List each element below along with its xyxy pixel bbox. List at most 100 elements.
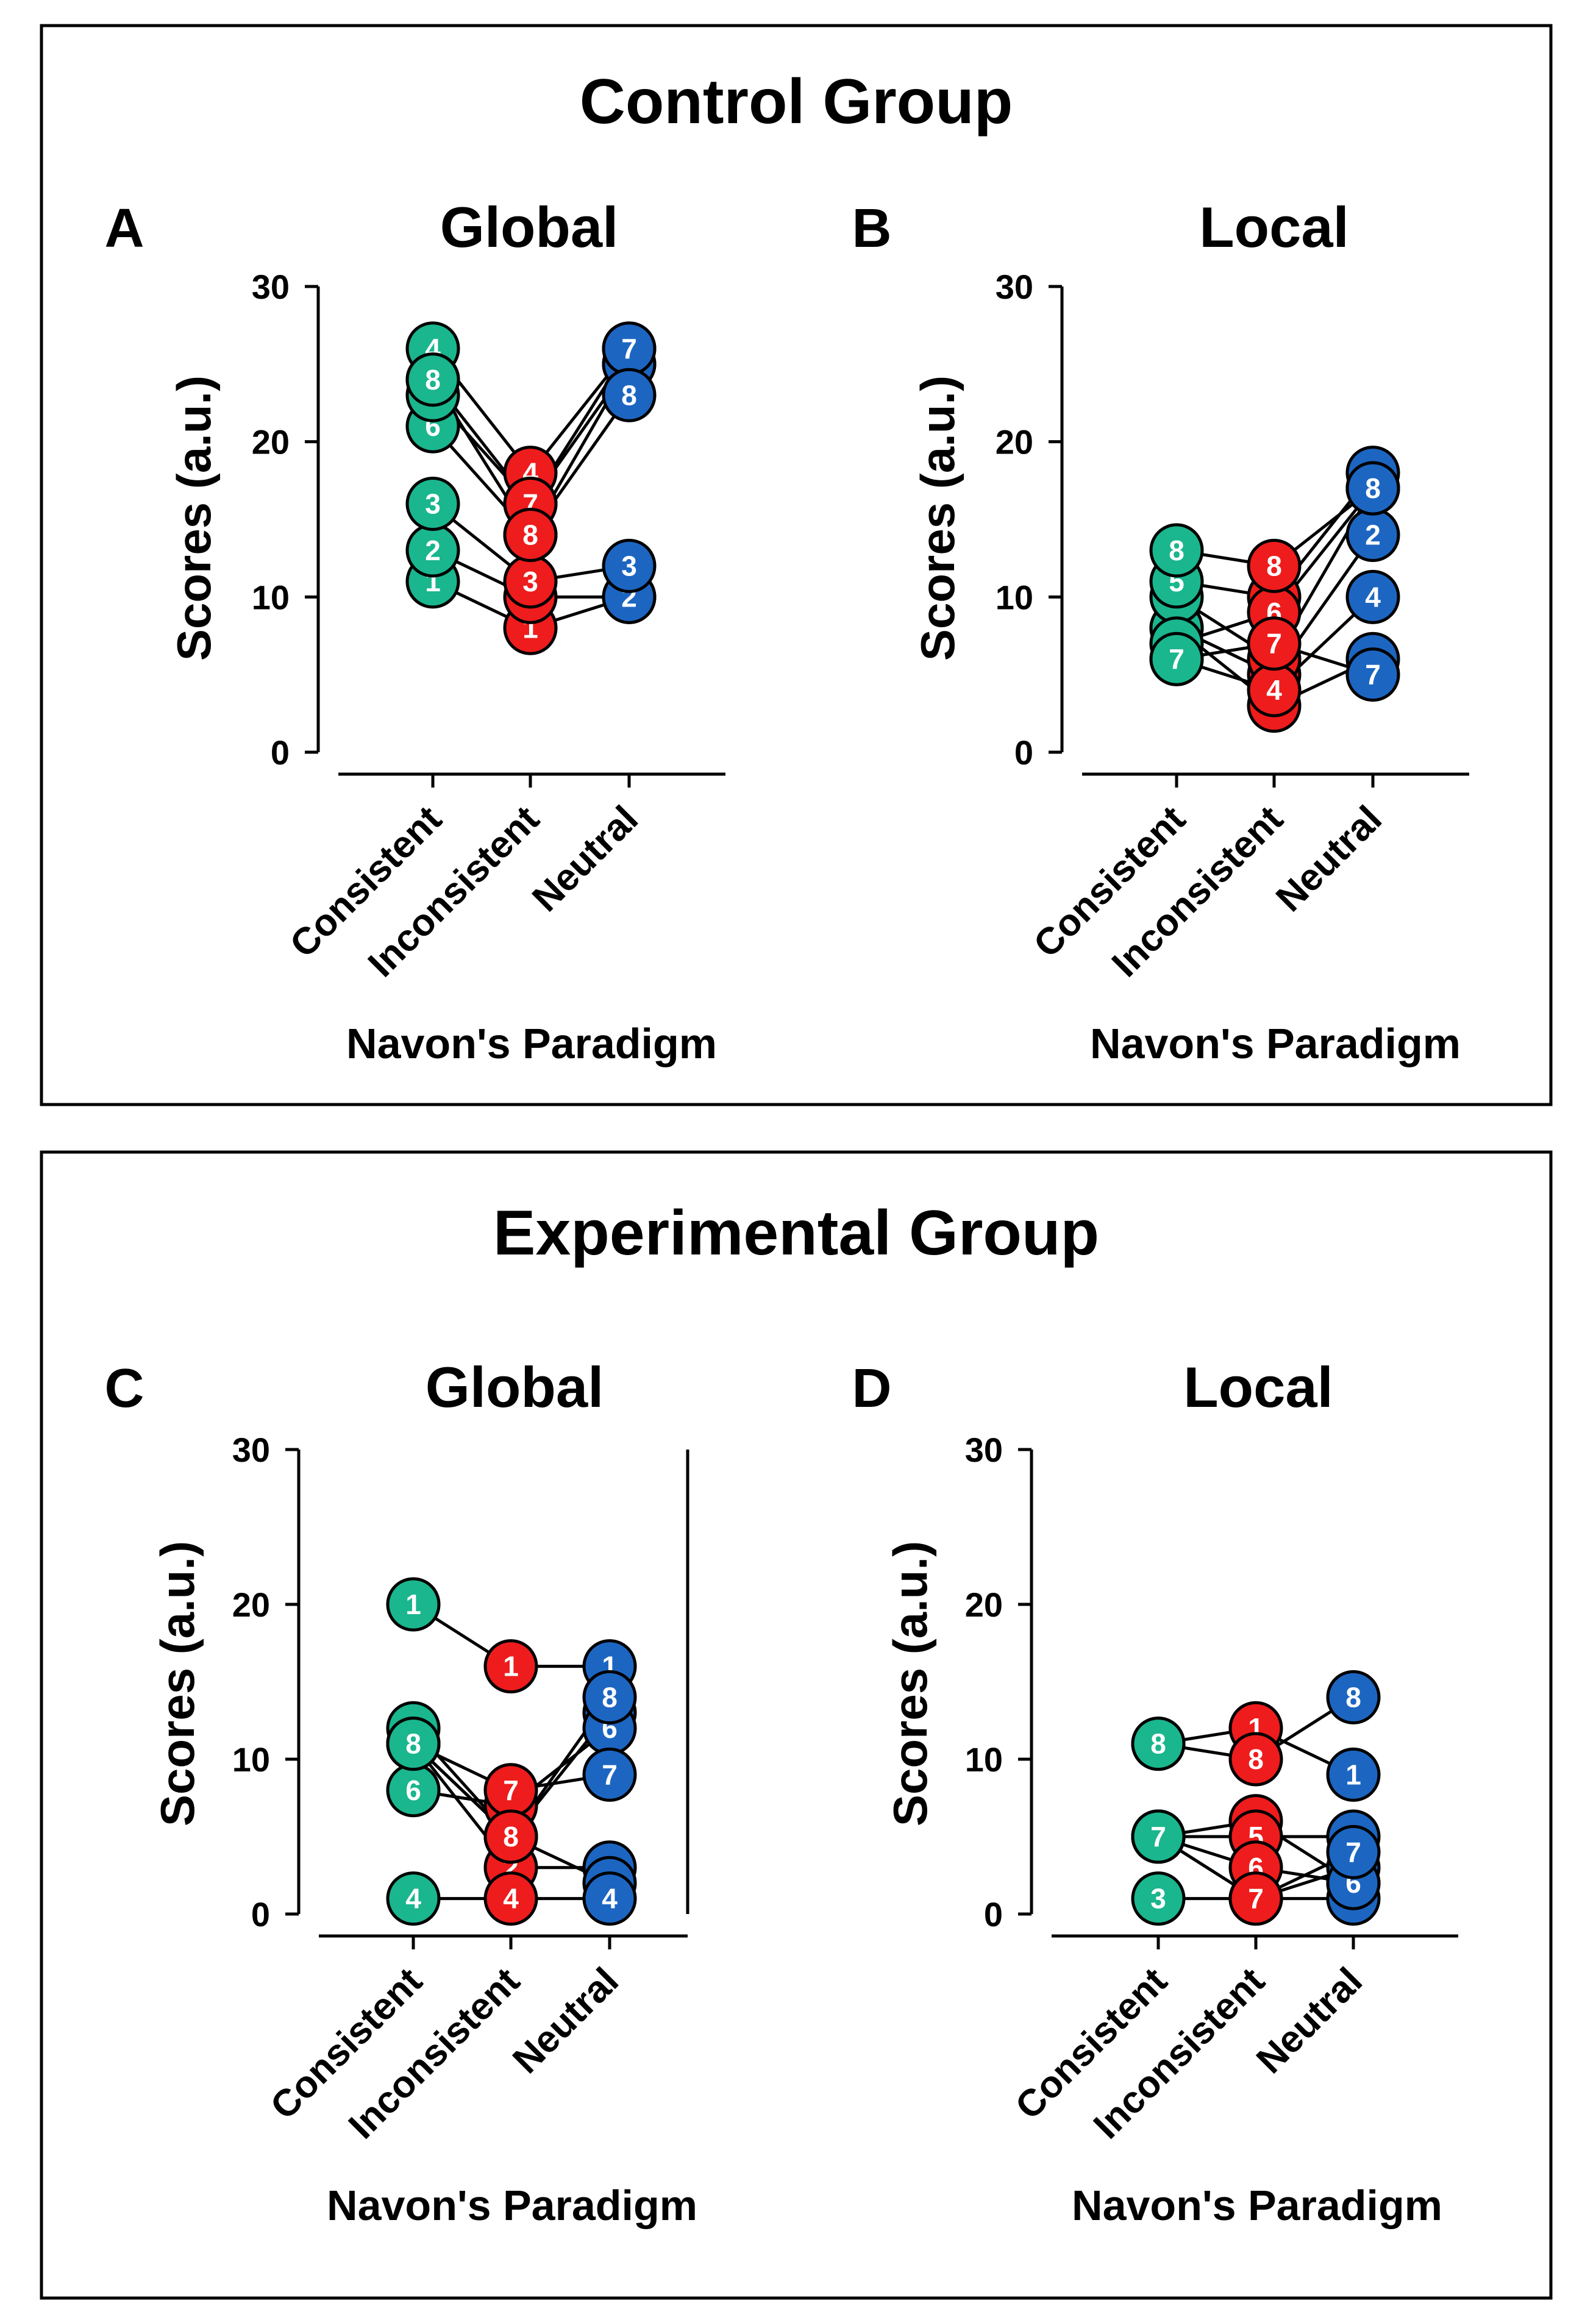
point-label: 1 (503, 1651, 519, 1682)
point-marker (602, 538, 657, 593)
point-marker (582, 1670, 637, 1724)
point-marker (582, 1747, 637, 1802)
control-group-frame (40, 24, 1553, 1106)
point-label: 8 (522, 519, 538, 550)
y-tick-label: 30 (996, 268, 1033, 306)
subject-8-inconsistent-point: 8 (483, 1809, 538, 1864)
data-points: 123456781234567812345678 (386, 1577, 637, 1926)
point-label: 8 (1365, 472, 1381, 504)
data-points: 123456781234567812345678 (1149, 446, 1400, 733)
subject-8-consistent-point: 8 (1149, 523, 1204, 578)
subject-3-neutral-point: 3 (602, 538, 657, 593)
point-label: 7 (1266, 628, 1282, 660)
point-marker (405, 352, 460, 407)
point-label: 8 (1266, 550, 1282, 582)
control-group-title: Control Group (580, 66, 1013, 137)
y-tick-label: 30 (965, 1431, 1003, 1469)
subject-6-consistent-point: 6 (386, 1763, 441, 1818)
subject-8-inconsistent-point: 8 (1247, 538, 1302, 593)
point-marker (483, 1639, 538, 1694)
panel-title: Local (1183, 1355, 1333, 1419)
panel-letter: C (105, 1358, 144, 1419)
point-marker (1326, 1824, 1381, 1879)
point-label: 7 (1365, 659, 1381, 691)
point-label: 8 (1150, 1728, 1166, 1760)
point-marker (602, 368, 657, 422)
panel-letter: B (852, 198, 892, 259)
point-marker (1345, 569, 1400, 624)
subject-8-neutral-point: 8 (1326, 1670, 1381, 1724)
point-label: 8 (425, 364, 441, 396)
point-label: 7 (602, 1759, 618, 1790)
point-label: 3 (522, 566, 538, 597)
point-label: 4 (405, 1883, 421, 1915)
point-marker (1345, 461, 1400, 516)
y-tick-label: 0 (984, 1895, 1003, 1934)
x-tick-label-neutral: Neutral (1249, 1960, 1370, 2082)
y-tick-label: 10 (252, 578, 290, 616)
y-axis-label: Scores (a.u.) (151, 1541, 204, 1826)
point-label: 4 (503, 1883, 519, 1915)
subject-3-inconsistent-point: 3 (503, 554, 558, 609)
subject-4-inconsistent-point: 4 (1247, 663, 1302, 717)
point-marker (405, 477, 460, 532)
panel-d: D Local Scores (a.u.) Navon's Paradigm 0… (852, 1355, 1458, 2229)
subject-8-consistent-point: 8 (1131, 1717, 1186, 1771)
subject-7-neutral-point: 7 (582, 1747, 637, 1802)
point-label: 4 (1266, 674, 1282, 706)
subject-4-consistent-point: 4 (386, 1871, 441, 1926)
subject-8-neutral-point: 8 (602, 368, 657, 422)
y-tick-label: 20 (232, 1585, 270, 1624)
x-tick-label-inconsistent: Inconsistent (1086, 1960, 1273, 2147)
point-marker (1326, 1670, 1381, 1724)
subject-1-neutral-point: 1 (1326, 1747, 1381, 1802)
subject-7-neutral-point: 7 (602, 321, 657, 376)
panel-c: C Global Scores (a.u.) Navon's Paradigm … (105, 1355, 697, 2229)
x-tick-label-inconsistent: Inconsistent (360, 798, 547, 985)
y-tick-label: 0 (271, 733, 290, 772)
x-tick-label-neutral: Neutral (524, 798, 646, 920)
subject-8-inconsistent-point: 8 (1228, 1732, 1283, 1787)
point-marker (503, 507, 558, 562)
subject-8-neutral-point: 8 (582, 1670, 637, 1724)
subject-3-consistent-point: 3 (405, 477, 460, 532)
point-marker (1149, 523, 1204, 578)
point-marker (1228, 1732, 1283, 1787)
point-label: 8 (1169, 535, 1185, 566)
point-marker (1131, 1717, 1186, 1771)
data-points: 123456781234567812345678 (405, 321, 657, 655)
point-label: 3 (425, 488, 441, 520)
point-marker (1149, 632, 1204, 686)
y-tick-label: 30 (252, 268, 290, 306)
panel-letter: D (852, 1358, 892, 1419)
point-marker (582, 1871, 637, 1926)
point-label: 8 (621, 379, 637, 411)
subject-3-consistent-point: 3 (1131, 1871, 1186, 1926)
subject-8-consistent-point: 8 (405, 352, 460, 407)
y-axis-label: Scores (a.u.) (883, 1541, 937, 1826)
subject-2-consistent-point: 2 (405, 523, 460, 578)
y-axis-label: Scores (a.u.) (911, 375, 964, 661)
point-label: 8 (503, 1821, 519, 1852)
panel-a: A Global Scores (a.u.) Navon's Paradigm … (105, 195, 725, 1067)
y-tick-label: 0 (1014, 733, 1033, 772)
x-axis-label: Navon's Paradigm (346, 1020, 717, 1067)
subject-7-consistent-point: 7 (1131, 1809, 1186, 1864)
point-marker (386, 1717, 441, 1771)
point-label: 4 (602, 1883, 618, 1915)
point-label: 2 (1365, 519, 1381, 550)
experimental-group-title: Experimental Group (493, 1198, 1099, 1269)
point-marker (1247, 538, 1302, 593)
point-label: 7 (1150, 1821, 1166, 1852)
subject-8-neutral-point: 8 (1345, 461, 1400, 516)
x-axis-label: Navon's Paradigm (1072, 2182, 1442, 2229)
subject-2-neutral-point: 2 (1345, 507, 1400, 562)
subject-4-neutral-point: 4 (1345, 569, 1400, 624)
x-tick-label-neutral: Neutral (505, 1960, 627, 2082)
subject-7-inconsistent-point: 7 (1228, 1871, 1283, 1926)
point-label: 7 (1248, 1883, 1264, 1915)
point-label: 4 (1365, 581, 1381, 613)
data-points: 123456781234567812345678 (1131, 1670, 1381, 1926)
